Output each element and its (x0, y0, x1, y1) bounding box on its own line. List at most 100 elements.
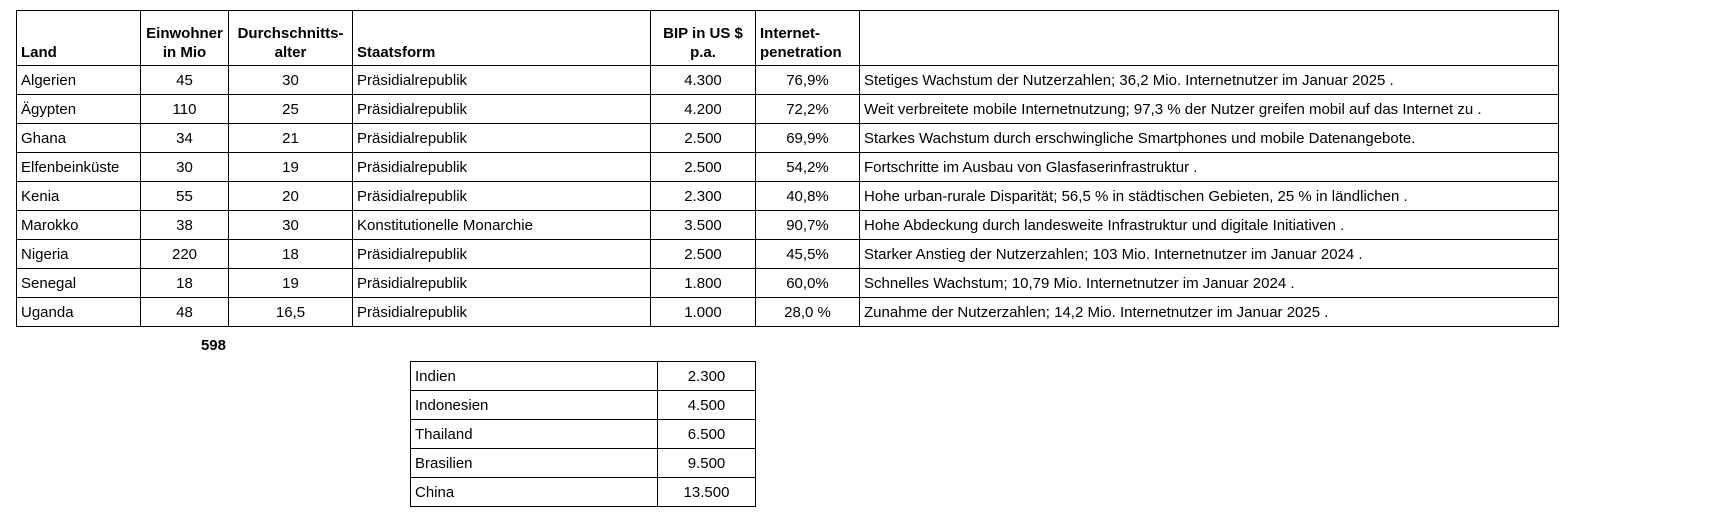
cell-staatsform: Präsidialrepublik (352, 65, 651, 95)
cell-land: Indonesien (410, 390, 658, 420)
cell-einwohner: 45 (140, 65, 229, 95)
table-row: China 13.500 (410, 477, 756, 507)
cell-einwohner: 38 (140, 210, 229, 240)
cell-land: Algerien (16, 65, 141, 95)
cell-kommentar: Fortschritte im Ausbau von Glasfaserinfr… (859, 152, 1559, 182)
cell-staatsform: Präsidialrepublik (352, 239, 651, 269)
cell-kommentar: Starkes Wachstum durch erschwingliche Sm… (859, 123, 1559, 153)
cell-bip: 1.000 (650, 297, 756, 327)
cell-staatsform: Präsidialrepublik (352, 152, 651, 182)
table-row: Kenia 55 20 Präsidialrepublik 2.300 40,8… (16, 181, 1559, 211)
table-row: Indonesien 4.500 (410, 390, 756, 420)
table-row: Marokko 38 30 Konstitutionelle Monarchie… (16, 210, 1559, 240)
cell-staatsform: Präsidialrepublik (352, 297, 651, 327)
cell-land: China (410, 477, 658, 507)
table-row: Algerien 45 30 Präsidialrepublik 4.300 7… (16, 65, 1559, 95)
cell-land: Thailand (410, 419, 658, 449)
cell-bip: 2.300 (657, 361, 756, 391)
cell-kommentar: Stetiges Wachstum der Nutzerzahlen; 36,2… (859, 65, 1559, 95)
cell-internet: 76,9% (755, 65, 860, 95)
cell-einwohner: 55 (140, 181, 229, 211)
cell-bip: 2.300 (650, 181, 756, 211)
cell-einwohner: 48 (140, 297, 229, 327)
col-header-einwohner: Einwohner in Mio (140, 10, 229, 66)
cell-bip: 4.500 (657, 390, 756, 420)
cell-einwohner: 30 (140, 152, 229, 182)
cell-kommentar: Hohe urban-rurale Disparität; 56,5 % in … (859, 181, 1559, 211)
cell-internet: 69,9% (755, 123, 860, 153)
cell-staatsform: Konstitutionelle Monarchie (352, 210, 651, 240)
table-row: Uganda 48 16,5 Präsidialrepublik 1.000 2… (16, 297, 1559, 327)
cell-kommentar: Zunahme der Nutzerzahlen; 14,2 Mio. Inte… (859, 297, 1559, 327)
cell-internet: 90,7% (755, 210, 860, 240)
cell-kommentar: Weit verbreitete mobile Internetnutzung;… (859, 94, 1559, 124)
cell-internet: 72,2% (755, 94, 860, 124)
col-header-land-label: Land (21, 44, 57, 61)
cell-alter: 20 (228, 181, 353, 211)
col-header-internetpenetration: Internet- penetration (755, 10, 860, 66)
cell-staatsform: Präsidialrepublik (352, 268, 651, 298)
cell-alter: 25 (228, 94, 353, 124)
cell-internet: 40,8% (755, 181, 860, 211)
cell-bip: 3.500 (650, 210, 756, 240)
cell-land: Indien (410, 361, 658, 391)
cell-alter: 30 (228, 210, 353, 240)
cell-bip: 6.500 (657, 419, 756, 449)
cell-bip: 4.300 (650, 65, 756, 95)
cell-einwohner: 34 (140, 123, 229, 153)
cell-staatsform: Präsidialrepublik (352, 94, 651, 124)
cell-internet: 28,0 % (755, 297, 860, 327)
col-header-bip: BIP in US $ p.a. (650, 10, 756, 66)
cell-einwohner: 110 (140, 94, 229, 124)
col-header-durchschnittsalter: Durchschnitts- alter (228, 10, 353, 66)
cell-land: Brasilien (410, 448, 658, 478)
cell-land: Senegal (16, 268, 141, 298)
cell-land: Ghana (16, 123, 141, 153)
cell-internet: 45,5% (755, 239, 860, 269)
cell-kommentar: Hohe Abdeckung durch landesweite Infrast… (859, 210, 1559, 240)
cell-land: Ägypten (16, 94, 141, 124)
col-header-staatsform: Staatsform (352, 10, 651, 66)
table-row: Elfenbeinküste 30 19 Präsidialrepublik 2… (16, 152, 1559, 182)
table-row: Nigeria 220 18 Präsidialrepublik 2.500 4… (16, 239, 1559, 269)
cell-alter: 21 (228, 123, 353, 153)
cell-internet: 54,2% (755, 152, 860, 182)
cell-bip: 4.200 (650, 94, 756, 124)
col-header-kommentar (859, 10, 1559, 66)
cell-land: Elfenbeinküste (16, 152, 141, 182)
col-header-land: Land (16, 10, 141, 66)
cell-bip: 13.500 (657, 477, 756, 507)
einwohner-sum: 598 (200, 337, 226, 354)
cell-kommentar: Schnelles Wachstum; 10,79 Mio. Internetn… (859, 268, 1559, 298)
header-row: Land Einwohner in Mio Durchschnitts- alt… (16, 10, 1559, 66)
cell-staatsform: Präsidialrepublik (352, 123, 651, 153)
country-data-table: Land Einwohner in Mio Durchschnitts- alt… (16, 10, 1559, 327)
cell-einwohner: 18 (140, 268, 229, 298)
cell-land: Marokko (16, 210, 141, 240)
cell-staatsform: Präsidialrepublik (352, 181, 651, 211)
cell-bip: 2.500 (650, 239, 756, 269)
cell-kommentar: Starker Anstieg der Nutzerzahlen; 103 Mi… (859, 239, 1559, 269)
cell-alter: 19 (228, 152, 353, 182)
bip-comparison-table: Indien 2.300 Indonesien 4.500 Thailand 6… (410, 361, 756, 507)
cell-land: Uganda (16, 297, 141, 327)
table-row: Brasilien 9.500 (410, 448, 756, 478)
cell-bip: 9.500 (657, 448, 756, 478)
cell-alter: 30 (228, 65, 353, 95)
table-row: Ägypten 110 25 Präsidialrepublik 4.200 7… (16, 94, 1559, 124)
table-row: Senegal 18 19 Präsidialrepublik 1.800 60… (16, 268, 1559, 298)
cell-land: Kenia (16, 181, 141, 211)
cell-land: Nigeria (16, 239, 141, 269)
table-row: Indien 2.300 (410, 361, 756, 391)
cell-internet: 60,0% (755, 268, 860, 298)
cell-alter: 19 (228, 268, 353, 298)
cell-alter: 16,5 (228, 297, 353, 327)
cell-bip: 1.800 (650, 268, 756, 298)
cell-einwohner: 220 (140, 239, 229, 269)
cell-alter: 18 (228, 239, 353, 269)
table-row: Ghana 34 21 Präsidialrepublik 2.500 69,9… (16, 123, 1559, 153)
cell-bip: 2.500 (650, 152, 756, 182)
cell-bip: 2.500 (650, 123, 756, 153)
table-row: Thailand 6.500 (410, 419, 756, 449)
